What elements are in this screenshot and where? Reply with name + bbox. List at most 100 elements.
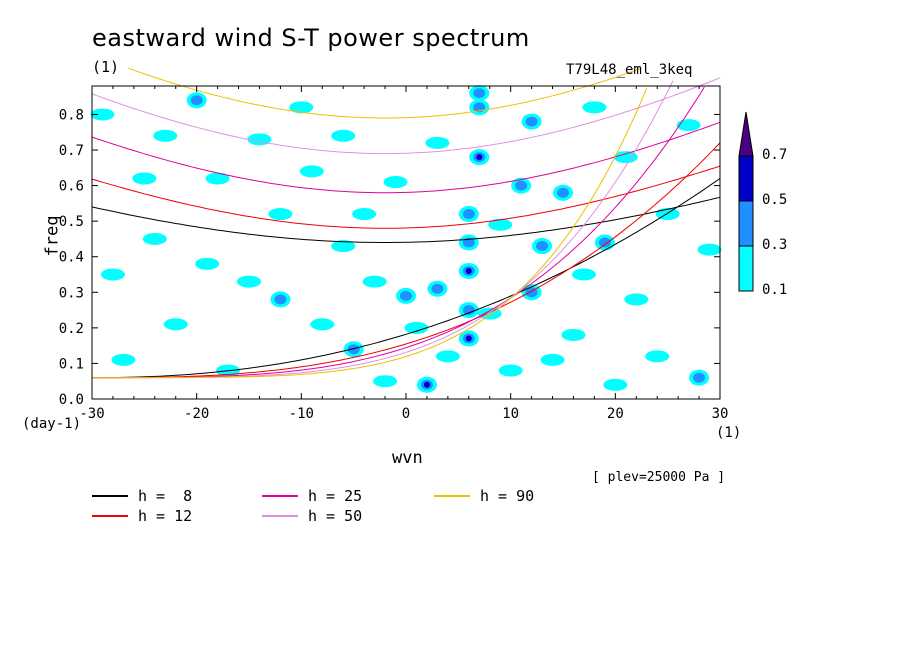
contour-patch <box>331 129 356 142</box>
x-tick-label: 30 <box>712 406 729 422</box>
contour-patch <box>571 268 596 281</box>
contour-patch <box>423 381 430 388</box>
dispersion-curve <box>91 165 721 229</box>
contour-patch <box>462 305 475 316</box>
y-tick-label: 0.3 <box>59 285 84 301</box>
contour-patch <box>473 88 486 99</box>
colorbar-label: 0.1 <box>762 282 788 298</box>
contour-patch <box>299 165 324 178</box>
legend-label: h = 25 <box>308 487 363 505</box>
contour-patch <box>237 275 261 288</box>
pressure-level-note: [ plev=25000 Pa ] <box>592 470 726 485</box>
colorbar-segment <box>738 200 754 247</box>
legend-label: h = 8 <box>138 487 193 505</box>
legend-line-swatch <box>92 495 128 497</box>
contour-patch <box>274 294 287 305</box>
x-tick-label: 0 <box>402 406 410 422</box>
colorbar-segment <box>738 155 754 202</box>
contour-patch <box>693 372 706 383</box>
contour-patch <box>90 108 115 121</box>
x-axis-unit-left: (day-1) <box>22 416 82 432</box>
contour-patch <box>383 176 408 189</box>
x-tick-label: 20 <box>607 406 624 422</box>
contour-patch <box>488 218 513 231</box>
contour-patch <box>540 353 565 366</box>
kelvin-curve <box>92 86 705 379</box>
colorbar-extension <box>738 111 754 157</box>
y-tick-label: 0.8 <box>59 107 84 123</box>
x-tick-label: 10 <box>502 406 519 422</box>
contour-patch <box>465 335 472 342</box>
legend-line-swatch <box>262 515 298 517</box>
contour-patch <box>425 136 450 149</box>
y-tick-label: 0.1 <box>59 356 84 372</box>
contour-patch <box>289 101 314 114</box>
colorbar-segment <box>738 245 754 292</box>
contour-patch <box>352 208 377 221</box>
legend-item: h = 25 <box>262 486 362 506</box>
contour-patch <box>697 243 722 256</box>
kelvin-curve <box>92 178 721 379</box>
y-tick-label: 0.0 <box>59 392 84 408</box>
legend-label: h = 12 <box>138 507 193 525</box>
legend-item: h = 8 <box>92 486 192 506</box>
legend-label: h = 50 <box>308 507 363 525</box>
contour-patch <box>624 293 649 306</box>
legend-item: h = 50 <box>262 506 362 526</box>
legend-line-swatch <box>262 495 298 497</box>
contour-patch <box>362 275 387 288</box>
contour-patch <box>142 232 167 245</box>
contour-patch <box>561 328 586 341</box>
contour-patch <box>190 95 203 106</box>
x-axis-label: wvn <box>392 448 423 468</box>
axis-tick-layer: -30 -20 -10 0 10 20 30 0.0 0.1 0.2 0.3 0.4 0.5 0.6 0.7… <box>59 86 729 422</box>
contour-patch <box>268 208 293 221</box>
contour-patch <box>582 101 607 114</box>
dispersion-curve-layer <box>91 67 721 379</box>
contour-patch <box>100 268 125 281</box>
y-axis-label: freq <box>42 215 63 257</box>
legend-item: h = 90 <box>434 486 534 506</box>
contour-patch <box>111 353 136 366</box>
contour-patch <box>153 129 178 142</box>
title-units: (1) <box>92 58 120 76</box>
dispersion-curve <box>91 196 721 243</box>
contour-patch <box>404 321 429 334</box>
contour-patch <box>195 257 220 270</box>
contour-patch <box>645 350 670 363</box>
contour-patch <box>163 318 188 331</box>
contour-patch <box>476 154 483 161</box>
legend-line-swatch <box>434 495 470 497</box>
run-label: T79L48_eml_3keq <box>566 62 693 78</box>
dispersion-curve <box>128 67 642 119</box>
contour-patch <box>310 318 335 331</box>
contour-patch <box>536 241 549 252</box>
y-tick-label: 0.5 <box>59 214 84 230</box>
kelvin-curve <box>92 80 674 379</box>
contour-patch <box>431 283 444 294</box>
contour-patch <box>205 172 230 185</box>
contour-patch <box>373 375 398 388</box>
contour-patch <box>347 344 360 355</box>
contour-patch <box>515 180 528 191</box>
contour-patch <box>525 116 538 127</box>
x-tick-label: -20 <box>184 406 209 422</box>
chart-title: eastward wind S-T power spectrum <box>92 24 530 52</box>
x-tick-label: -30 <box>79 406 104 422</box>
legend-item: h = 12 <box>92 506 192 526</box>
contour-patch <box>331 240 356 253</box>
colorbar-label: 0.5 <box>762 192 788 208</box>
colorbar <box>738 111 754 292</box>
contour-patch <box>465 267 472 274</box>
contour-patch <box>557 187 569 198</box>
contour-patch <box>132 172 157 185</box>
x-tick-label: -10 <box>289 406 314 422</box>
colorbar-label: 0.7 <box>762 147 788 163</box>
x-axis-unit-right: (1) <box>716 425 742 441</box>
contour-fill-layer <box>90 85 722 393</box>
y-tick-label: 0.2 <box>59 321 84 337</box>
contour-patch <box>613 151 638 164</box>
contour-patch <box>598 237 611 248</box>
legend-line-swatch <box>92 515 128 517</box>
